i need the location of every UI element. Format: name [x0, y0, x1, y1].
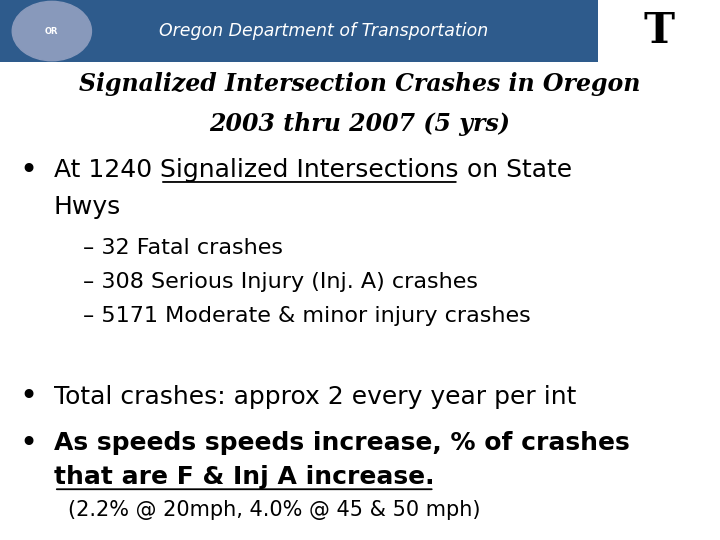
- Text: •: •: [19, 429, 38, 458]
- Text: Signalized Intersection Crashes in Oregon: Signalized Intersection Crashes in Orego…: [79, 72, 641, 96]
- Text: – 308 Serious Injury (Inj. A) crashes: – 308 Serious Injury (Inj. A) crashes: [83, 272, 478, 293]
- Text: on State: on State: [459, 158, 572, 182]
- Text: •: •: [19, 382, 38, 411]
- Text: Total crashes: approx 2 every year per int: Total crashes: approx 2 every year per i…: [54, 385, 577, 409]
- Text: •: •: [19, 156, 38, 185]
- Text: Signalized Intersections: Signalized Intersections: [160, 158, 459, 182]
- Text: Hwys: Hwys: [54, 195, 121, 219]
- Text: – 5171 Moderate & minor injury crashes: – 5171 Moderate & minor injury crashes: [83, 306, 531, 327]
- Circle shape: [12, 2, 91, 60]
- Text: – 32 Fatal crashes: – 32 Fatal crashes: [83, 238, 283, 259]
- Text: (2.2% @ 20mph, 4.0% @ 45 & 50 mph): (2.2% @ 20mph, 4.0% @ 45 & 50 mph): [68, 500, 481, 520]
- Text: At 1240: At 1240: [54, 158, 160, 182]
- Text: T: T: [643, 10, 675, 52]
- FancyBboxPatch shape: [0, 0, 598, 62]
- FancyBboxPatch shape: [598, 0, 720, 62]
- Text: 2003 thru 2007 (5 yrs): 2003 thru 2007 (5 yrs): [210, 112, 510, 136]
- Text: As speeds speeds increase, % of crashes: As speeds speeds increase, % of crashes: [54, 431, 630, 455]
- Text: OR: OR: [45, 26, 58, 36]
- Text: Oregon Department of Transportation: Oregon Department of Transportation: [159, 22, 489, 40]
- Text: that are F & Inj A increase.: that are F & Inj A increase.: [54, 465, 434, 489]
